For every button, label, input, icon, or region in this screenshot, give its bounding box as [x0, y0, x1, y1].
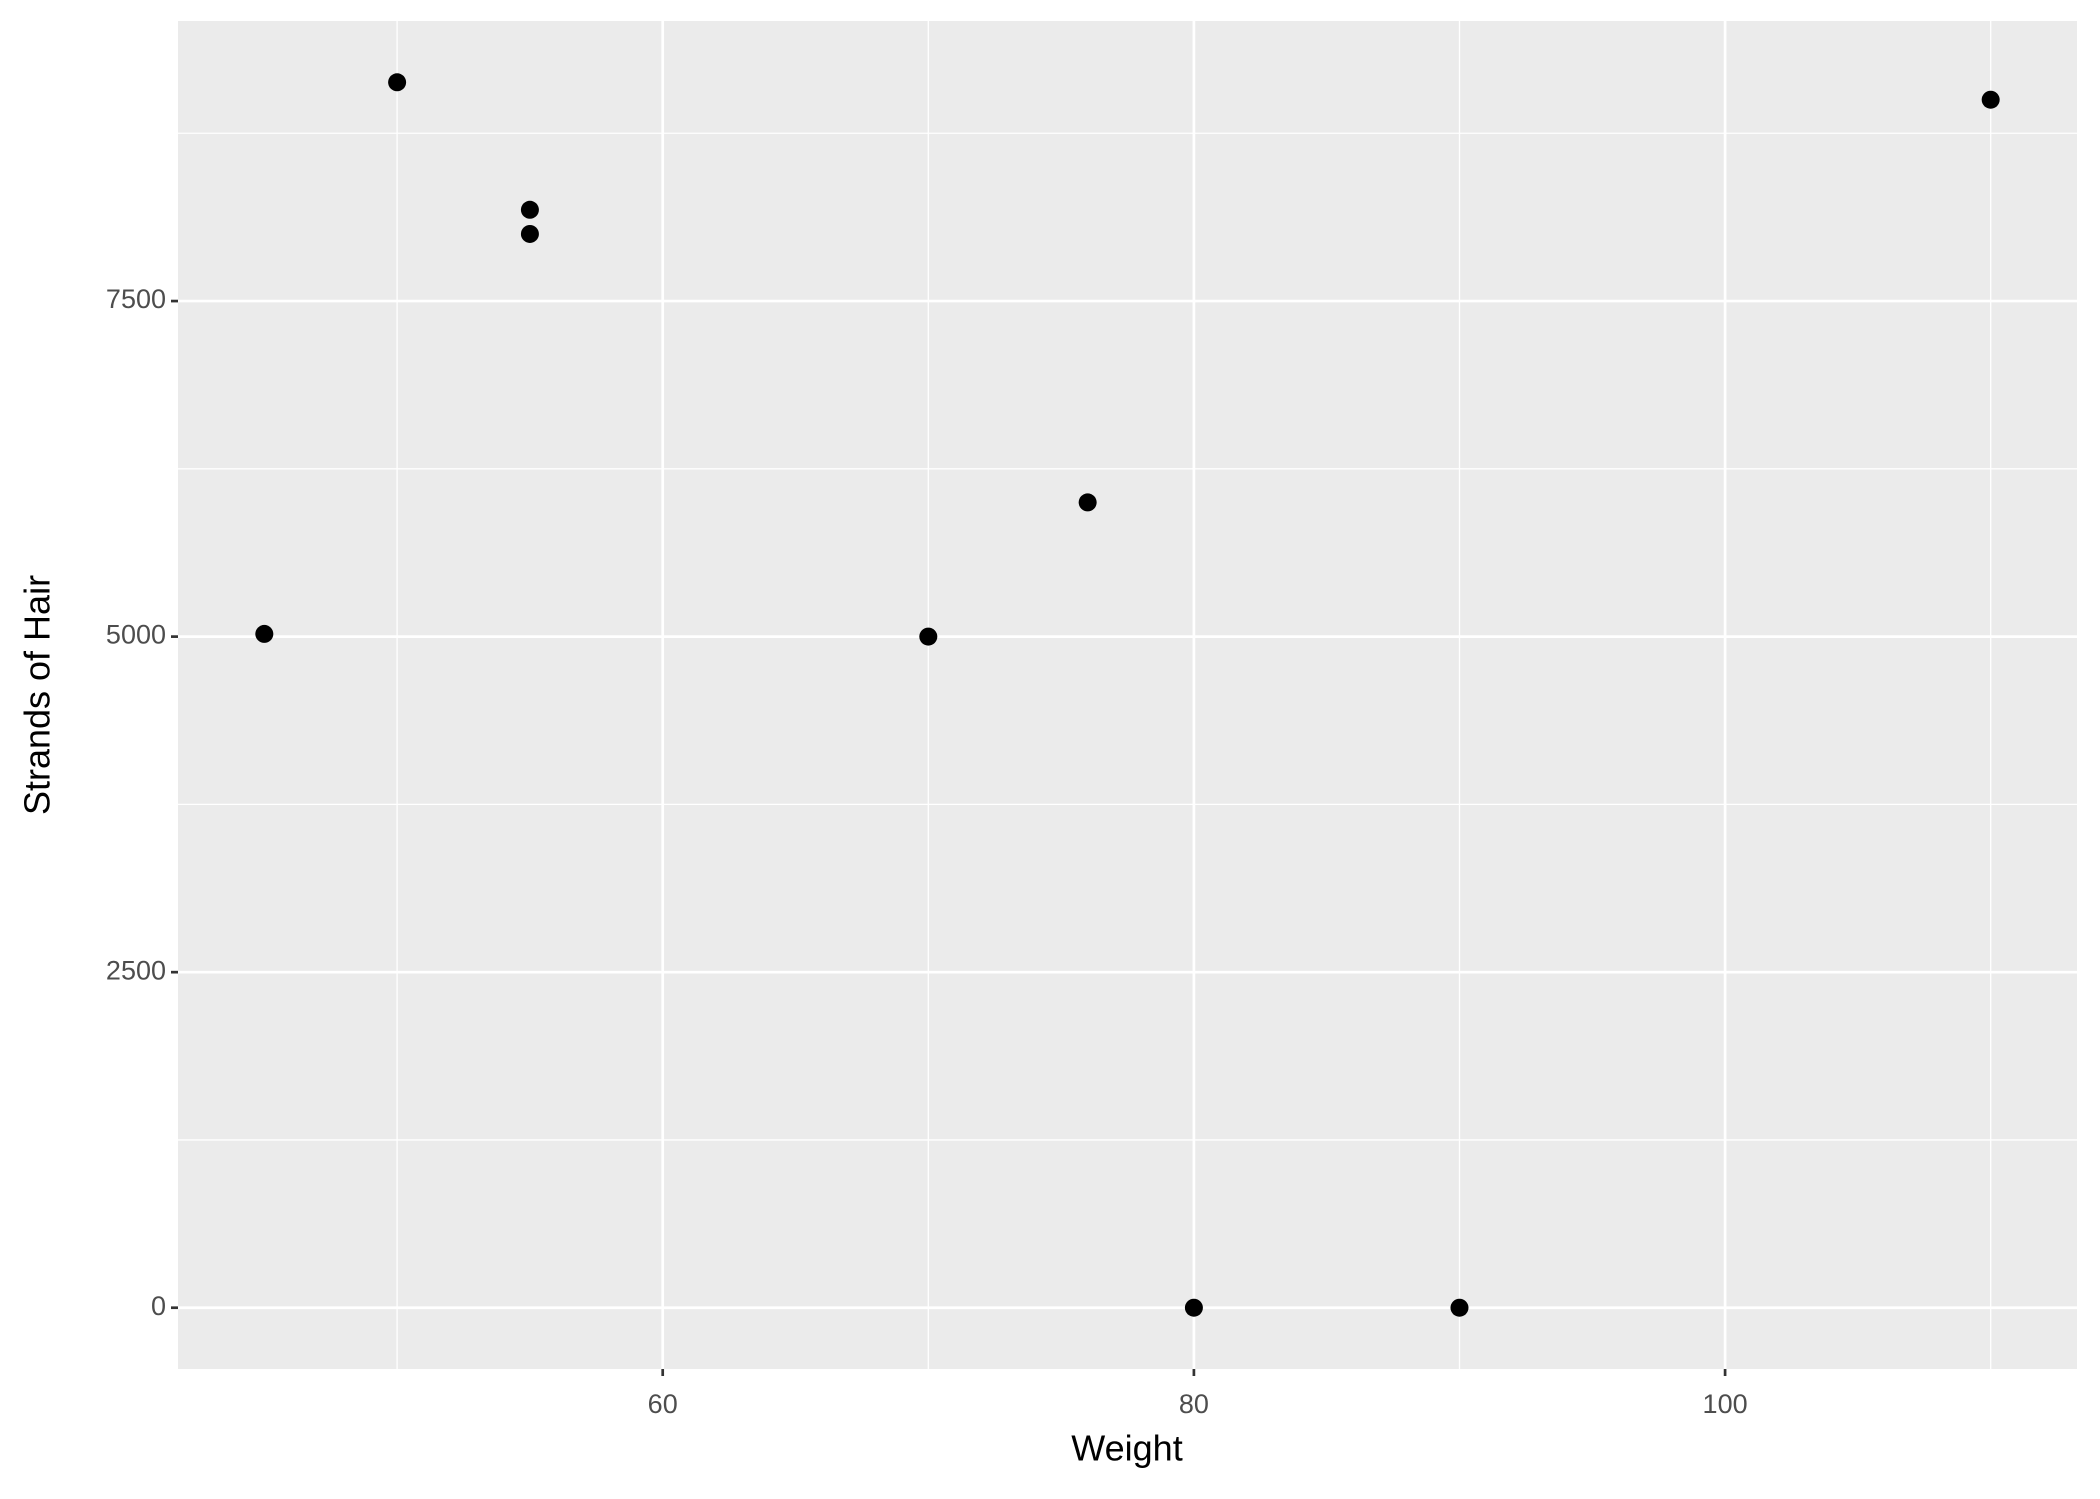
point — [388, 73, 407, 92]
y-tick-label: 2500 — [106, 955, 166, 985]
y-tick-label: 5000 — [106, 620, 166, 650]
x-tick-label: 100 — [1703, 1389, 1748, 1419]
panel — [178, 21, 2077, 1369]
point — [520, 200, 539, 219]
x-tick-label: 60 — [648, 1389, 678, 1419]
y-axis-title: Strands of Hair — [17, 575, 58, 815]
point — [1184, 1298, 1203, 1317]
point — [255, 624, 274, 643]
point — [520, 224, 539, 243]
y-tick-label: 7500 — [106, 284, 166, 314]
y-tick-label: 0 — [151, 1291, 166, 1321]
x-axis-title: Weight — [1071, 1428, 1182, 1469]
x-tick-label: 80 — [1179, 1389, 1209, 1419]
point — [919, 627, 938, 646]
point — [1981, 90, 2000, 109]
point — [1078, 493, 1097, 512]
point — [1450, 1298, 1469, 1317]
